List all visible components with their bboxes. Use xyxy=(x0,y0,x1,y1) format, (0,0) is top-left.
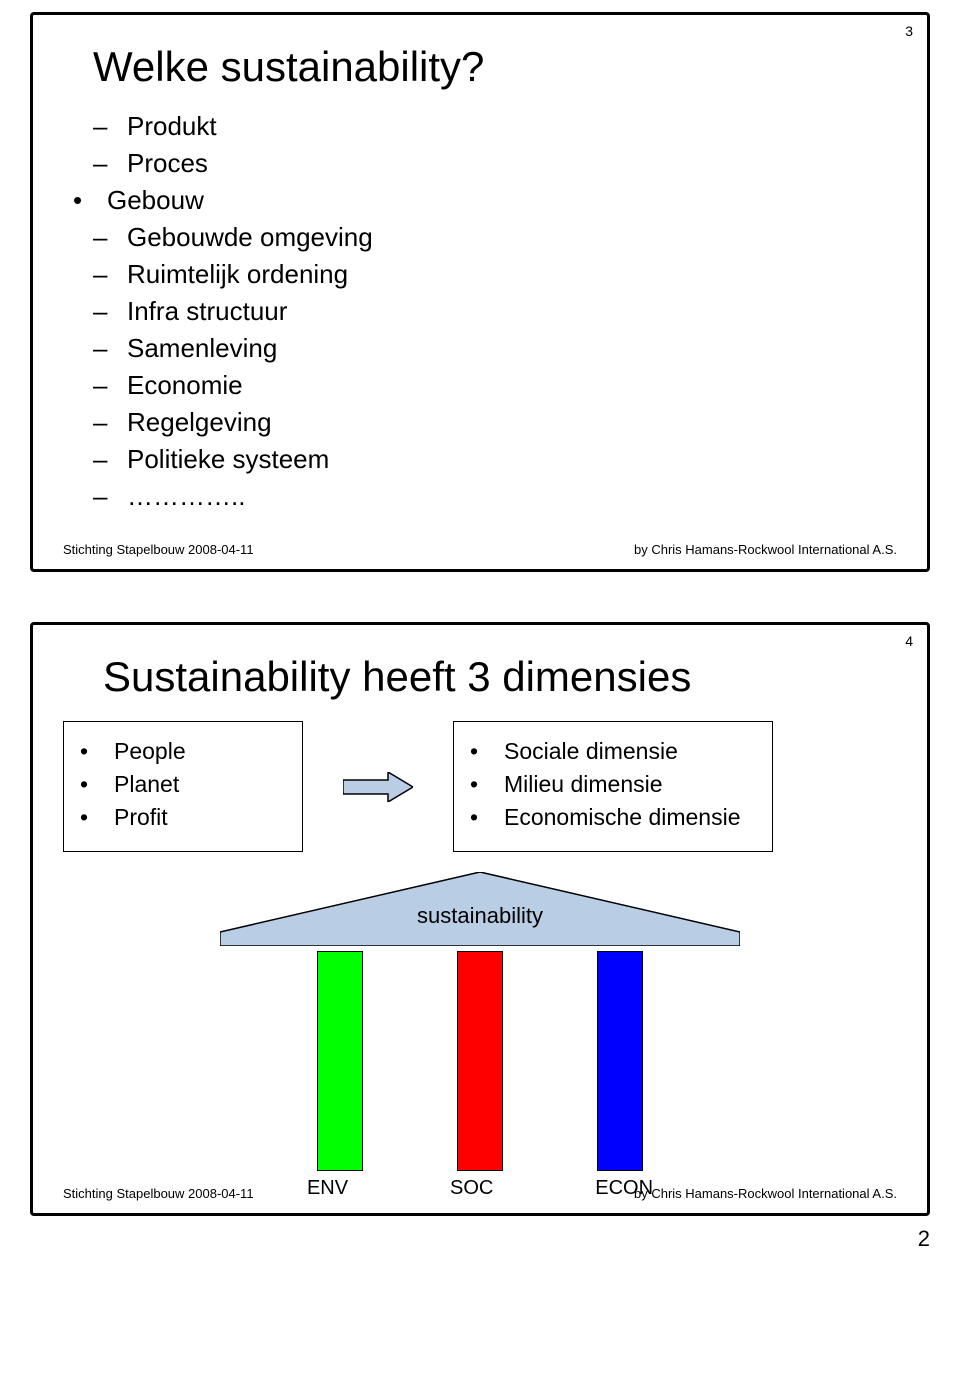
footer-left: Stichting Stapelbouw 2008-04-11 xyxy=(63,542,254,557)
bullet-item-main: Gebouw xyxy=(73,185,897,216)
list-item: Planet xyxy=(80,771,286,798)
slide-number: 3 xyxy=(905,23,913,39)
bullet-item-ellipsis: ………….. xyxy=(93,481,897,512)
page: 3 Welke sustainability? Produkt Proces G… xyxy=(0,0,960,1246)
footer-right: by Chris Hamans-Rockwool International A… xyxy=(634,542,897,557)
slide-3: 3 Welke sustainability? Produkt Proces G… xyxy=(30,12,930,572)
bullet-item: Politieke systeem xyxy=(93,444,897,475)
list-item: Profit xyxy=(80,804,286,831)
page-number: 2 xyxy=(918,1226,930,1252)
bullet-text: Gebouwde omgeving xyxy=(127,222,373,253)
bullet-item: Economie xyxy=(93,370,897,401)
bullet-text: Politieke systeem xyxy=(127,444,329,475)
bullet-item: Samenleving xyxy=(93,333,897,364)
pillar-econ xyxy=(597,951,643,1171)
bullet-text: Ruimtelijk ordening xyxy=(127,259,348,290)
bullet-text: People xyxy=(114,738,186,765)
bullet-text: Profit xyxy=(114,804,168,831)
bullet-item: Ruimtelijk ordening xyxy=(93,259,897,290)
footer-left: Stichting Stapelbouw 2008-04-11 xyxy=(63,1186,254,1201)
bullet-item: Regelgeving xyxy=(93,407,897,438)
list-item: Economische dimensie xyxy=(470,804,756,831)
bullet-item: Gebouwde omgeving xyxy=(93,222,897,253)
slide-4: 4 Sustainability heeft 3 dimensies Peopl… xyxy=(30,622,930,1216)
list-item: Milieu dimensie xyxy=(470,771,756,798)
roof-label: sustainability xyxy=(220,903,740,929)
bullet-text: Infra structuur xyxy=(127,296,287,327)
temple-roof: sustainability xyxy=(220,872,740,951)
bullet-item: Produkt xyxy=(93,111,897,142)
slide-title: Welke sustainability? xyxy=(93,43,897,91)
pillars xyxy=(220,951,740,1171)
slide-footer: Stichting Stapelbouw 2008-04-11 by Chris… xyxy=(63,542,897,557)
list-item: Sociale dimensie xyxy=(470,738,756,765)
arrow-icon xyxy=(343,772,413,802)
bullet-text: Planet xyxy=(114,771,179,798)
pillar-env xyxy=(317,951,363,1171)
three-p-mapping: People Planet Profit Sociale dimensie Mi… xyxy=(63,721,897,852)
bullet-text: Proces xyxy=(127,148,208,179)
left-box: People Planet Profit xyxy=(63,721,303,852)
bullet-text: Regelgeving xyxy=(127,407,272,438)
slide-number: 4 xyxy=(905,633,913,649)
pillar-soc xyxy=(457,951,503,1171)
right-box: Sociale dimensie Milieu dimensie Economi… xyxy=(453,721,773,852)
bullet-text: Sociale dimensie xyxy=(504,738,678,765)
bullet-text: Milieu dimensie xyxy=(504,771,663,798)
footer-right: by Chris Hamans-Rockwool International A… xyxy=(634,1186,897,1201)
bullet-text: Samenleving xyxy=(127,333,277,364)
pillar-label: SOC xyxy=(450,1177,493,1200)
bullet-text: Gebouw xyxy=(107,185,204,216)
bullet-item: Infra structuur xyxy=(93,296,897,327)
bullet-text: Economie xyxy=(127,370,243,401)
pillar-label: ENV xyxy=(307,1177,348,1200)
bullet-item: Proces xyxy=(93,148,897,179)
bullet-text: ………….. xyxy=(127,481,245,512)
bullet-text: Economische dimensie xyxy=(504,804,741,831)
slide-title: Sustainability heeft 3 dimensies xyxy=(103,653,897,701)
list-item: People xyxy=(80,738,286,765)
bullet-text: Produkt xyxy=(127,111,217,142)
temple-diagram: sustainability ENV SOC ECON xyxy=(220,872,740,1200)
